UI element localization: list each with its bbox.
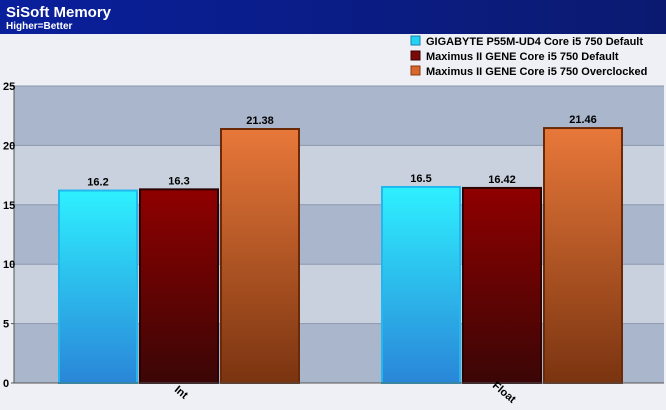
legend-item-gigabyte: GIGABYTE P55M-UD4 Core i5 750 Default bbox=[410, 35, 643, 48]
value-label: 16.2 bbox=[87, 177, 108, 189]
chart-subtitle: Higher=Better bbox=[6, 21, 73, 32]
legend: GIGABYTE P55M-UD4 Core i5 750 Default Ma… bbox=[410, 35, 647, 78]
chart-header: SiSoft Memory Higher=Better bbox=[0, 0, 666, 34]
value-label: 16.5 bbox=[410, 173, 431, 185]
bar bbox=[462, 186, 542, 384]
header-bar bbox=[0, 0, 666, 34]
value-label: 21.38 bbox=[246, 115, 274, 127]
legend-item-maximus-default: Maximus II GENE Core i5 750 Default bbox=[410, 50, 619, 63]
bar bbox=[139, 188, 219, 384]
bar bbox=[381, 185, 461, 384]
legend-label: Maximus II GENE Core i5 750 Overclocked bbox=[426, 66, 647, 78]
legend-label: Maximus II GENE Core i5 750 Default bbox=[426, 51, 619, 63]
legend-swatch-red bbox=[410, 50, 421, 61]
y-tick-label: 15 bbox=[3, 200, 15, 212]
value-label: 16.3 bbox=[168, 175, 189, 187]
y-tick-label: 0 bbox=[3, 378, 9, 390]
y-tick-label: 25 bbox=[3, 81, 15, 93]
legend-item-maximus-overclocked: Maximus II GENE Core i5 750 Overclocked bbox=[410, 65, 647, 78]
bar bbox=[58, 189, 138, 384]
legend-swatch-orange bbox=[410, 65, 421, 76]
y-tick-label: 5 bbox=[3, 319, 9, 331]
value-label: 16.42 bbox=[488, 174, 516, 186]
y-tick-label: 20 bbox=[3, 140, 15, 152]
value-label: 21.46 bbox=[569, 114, 597, 126]
bar bbox=[543, 127, 623, 384]
bar-series bbox=[58, 127, 623, 384]
y-tick-label: 10 bbox=[3, 259, 15, 271]
legend-label: GIGABYTE P55M-UD4 Core i5 750 Default bbox=[426, 36, 643, 48]
legend-swatch-cyan bbox=[410, 35, 421, 46]
y-axis: 0 5 10 15 20 25 bbox=[3, 81, 15, 390]
bar bbox=[220, 128, 300, 384]
chart-title: SiSoft Memory bbox=[6, 4, 112, 21]
value-labels: 16.2 16.3 21.38 16.5 16.42 21.46 bbox=[87, 114, 596, 188]
